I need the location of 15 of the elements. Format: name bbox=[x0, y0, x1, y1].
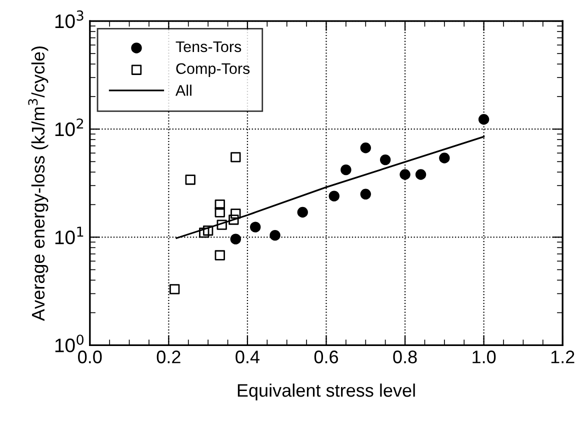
legend-label: Tens-Tors bbox=[176, 41, 242, 52]
x-tick-label: 0.4 bbox=[236, 350, 260, 364]
x-tick-label: 0.6 bbox=[314, 350, 338, 364]
y-tick-label: 10$^{3}$ bbox=[55, 10, 84, 28]
x-axis-title: Equivalent stress level bbox=[238, 384, 415, 400]
legend-label: Comp-Tors bbox=[176, 63, 250, 78]
y-tick-label: 10$^{2}$ bbox=[55, 118, 84, 136]
y-tick-label: 10$^{1}$ bbox=[55, 226, 84, 244]
x-tick-label: 0.2 bbox=[156, 350, 180, 364]
x-tick-label: 1.0 bbox=[472, 350, 496, 364]
x-tick-label: 0.0 bbox=[78, 350, 102, 364]
legend-label: All bbox=[175, 84, 192, 96]
y-axis-title: Average energy-loss (kJ/m$^{3}$/cycle) bbox=[28, 46, 48, 321]
x-tick-label: 1.2 bbox=[551, 350, 574, 364]
x-tick-label: 0.8 bbox=[393, 350, 417, 364]
